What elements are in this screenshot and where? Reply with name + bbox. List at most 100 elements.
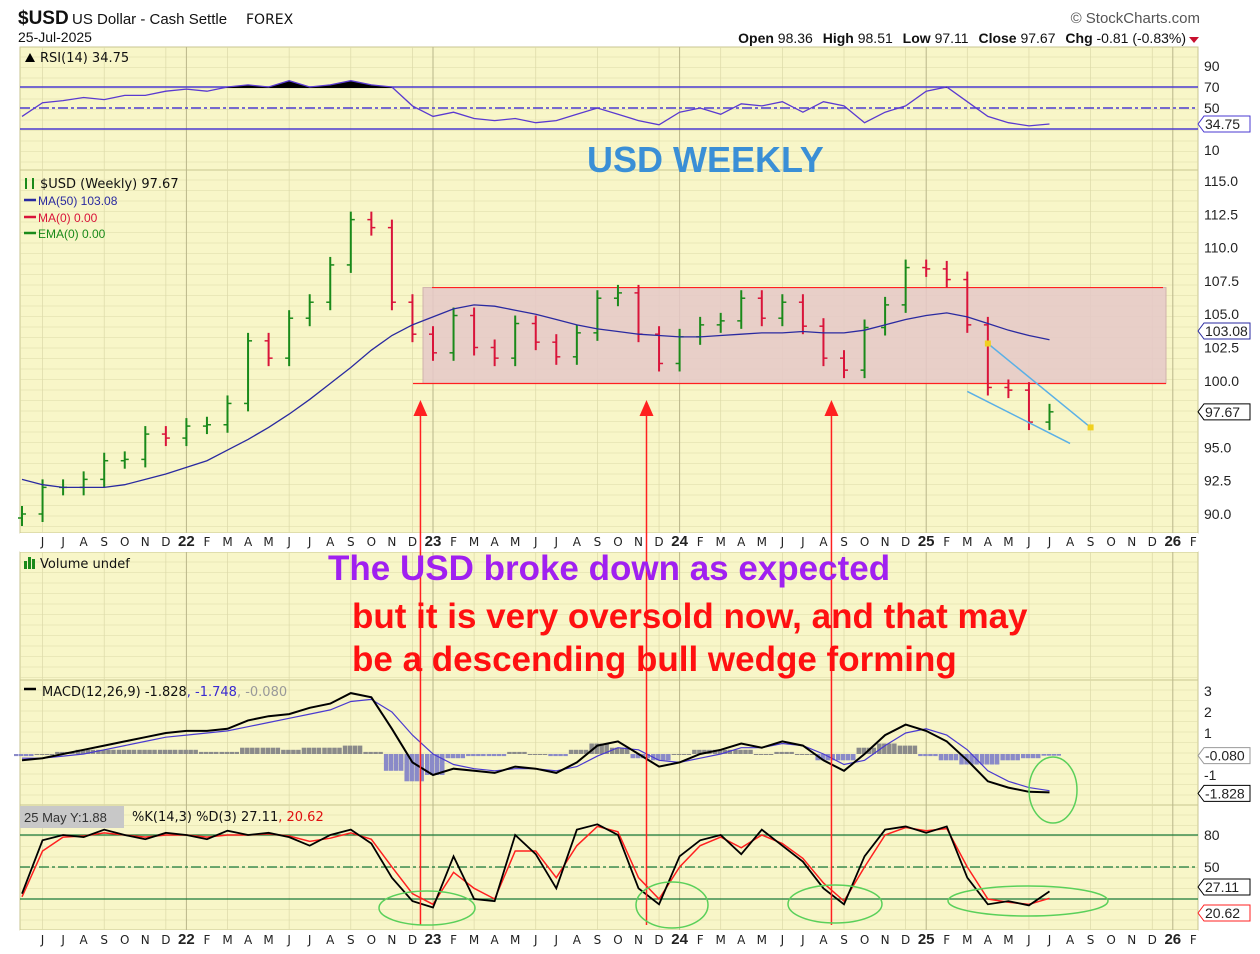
macd-histogram-bar (44, 754, 50, 755)
macd-histogram-bar (1020, 754, 1026, 759)
macd-histogram-bar (183, 749, 188, 754)
macd-histogram-bar (208, 751, 214, 754)
macd-histogram-bar (224, 751, 229, 754)
macd-histogram-bar (804, 754, 810, 755)
ma50-line (21, 304, 1050, 489)
x-tick-label: S (1087, 535, 1095, 549)
macd-histogram-bar (368, 751, 373, 754)
macd-histogram-bar (55, 751, 60, 754)
macd-histogram-bar (681, 754, 687, 755)
exchange: FOREX (246, 12, 294, 28)
x-tick-label: M (469, 535, 479, 549)
macd-histogram-bar (126, 749, 132, 754)
x-tick-label: A (737, 933, 746, 947)
macd-histogram-bar (542, 754, 548, 755)
symbol: $USD (18, 8, 69, 29)
macd-histogram-bar (830, 754, 835, 761)
macd-legend: MACD(12,26,9) -1.828, -1.748, -0.080 (24, 685, 287, 700)
x-tick-label: F (203, 535, 210, 549)
x-tick-label: A (984, 535, 993, 549)
macd-histogram-bar (60, 751, 65, 754)
x-tick-label: 24 (671, 931, 688, 948)
macd-histogram-bar (619, 747, 625, 754)
macd-histogram-bar (435, 754, 440, 775)
rsi-icon (25, 53, 35, 62)
x-tick-label: J (307, 933, 312, 947)
macd-histogram-bar (286, 749, 291, 754)
x-tick-label: A (244, 933, 253, 947)
macd-histogram-bar (897, 745, 903, 754)
macd-histogram-bar (481, 754, 486, 757)
x-tick-label: N (1127, 933, 1136, 947)
arrow-head-icon (413, 400, 428, 416)
macd-histogram-bar (496, 754, 502, 757)
macd-histogram-bar (1041, 754, 1046, 756)
x-tick-label: O (613, 933, 622, 947)
macd-histogram-bar (34, 754, 40, 755)
macd-histogram-bar (727, 749, 733, 754)
macd-histogram-bar (599, 743, 604, 754)
x-tick-label: A (1066, 933, 1075, 947)
macd-histogram-bar (322, 747, 327, 754)
macd-histogram-bar (316, 747, 322, 754)
macd-histogram-bar (645, 754, 650, 759)
price-y-tick: 115.0 (1204, 173, 1238, 189)
stoch-y-tick: 50 (1204, 859, 1220, 875)
volume-icon (24, 557, 35, 569)
price-y-tick: 90.0 (1204, 506, 1231, 522)
macd-histogram-bar (563, 754, 568, 757)
macd-histogram-bar (234, 751, 239, 754)
macd-histogram-bar (979, 754, 985, 765)
macd-histogram-bar (573, 749, 579, 754)
x-tick-label: F (203, 933, 210, 947)
macd-hist-tag: -0.080 (1205, 748, 1245, 764)
macd-histogram-bar (774, 751, 779, 754)
x-tick-label: A (984, 933, 993, 947)
macd-histogram-bar (887, 743, 892, 754)
x-tick-label: D (901, 535, 910, 549)
x-tick-label: S (840, 933, 848, 947)
macd-histogram-bar (281, 749, 286, 754)
macd-histogram-bar (198, 751, 204, 754)
macd-histogram-bar (460, 754, 466, 759)
x-tick-label: M (263, 933, 273, 947)
price-y-tick: 110.0 (1204, 240, 1238, 256)
stoch-k-tag-box (1197, 878, 1251, 896)
x-tick-label: N (387, 933, 396, 947)
x-tick-label: J (533, 535, 538, 549)
macd-histogram-bar (989, 754, 995, 765)
x-tick-label: M (1003, 933, 1013, 947)
macd-histogram-bar (275, 747, 281, 754)
x-tick-label: F (943, 933, 950, 947)
macd-histogram-bar (779, 751, 784, 754)
x-tick-label: D (408, 933, 417, 947)
macd-y-tick: 3 (1204, 683, 1212, 699)
macd-histogram-bar (994, 754, 1000, 765)
volume-legend: Volume undef (24, 557, 130, 572)
x-tick-label: M (716, 933, 726, 947)
macd-histogram-bar (96, 749, 101, 754)
x-tick-label: F (450, 933, 457, 947)
macd-y-tick: 1 (1204, 725, 1212, 741)
macd-histogram-bar (953, 754, 959, 761)
macd-histogram-bar (306, 747, 312, 754)
chart-date: 25-Jul-2025 (18, 29, 92, 45)
rsi-value-tag: 34.75 (1205, 116, 1240, 132)
ohlc-icon (25, 178, 34, 189)
macd-histogram-bar (861, 747, 867, 754)
macd-histogram-bar (311, 747, 317, 754)
macd-histogram-bar (491, 754, 497, 757)
x-tick-label: J (1047, 535, 1052, 549)
instrument-name: US Dollar - Cash Settle (72, 11, 227, 28)
macd-y-tick: 2 (1204, 704, 1212, 720)
macd-histogram-bar (1030, 754, 1036, 759)
x-tick-label: F (450, 535, 457, 549)
macd-histogram-bar (918, 754, 923, 757)
x-tick-label: J (800, 535, 805, 549)
macd-histogram-bar (172, 749, 178, 754)
x-tick-label: J (286, 535, 291, 549)
x-tick-label: A (326, 933, 335, 947)
macd-legend-text: MACD(12,26,9) -1.828, -1.748, -0.080 (42, 685, 287, 700)
x-tick-label: M (757, 535, 767, 549)
rsi-overbought-fill (22, 80, 1050, 88)
